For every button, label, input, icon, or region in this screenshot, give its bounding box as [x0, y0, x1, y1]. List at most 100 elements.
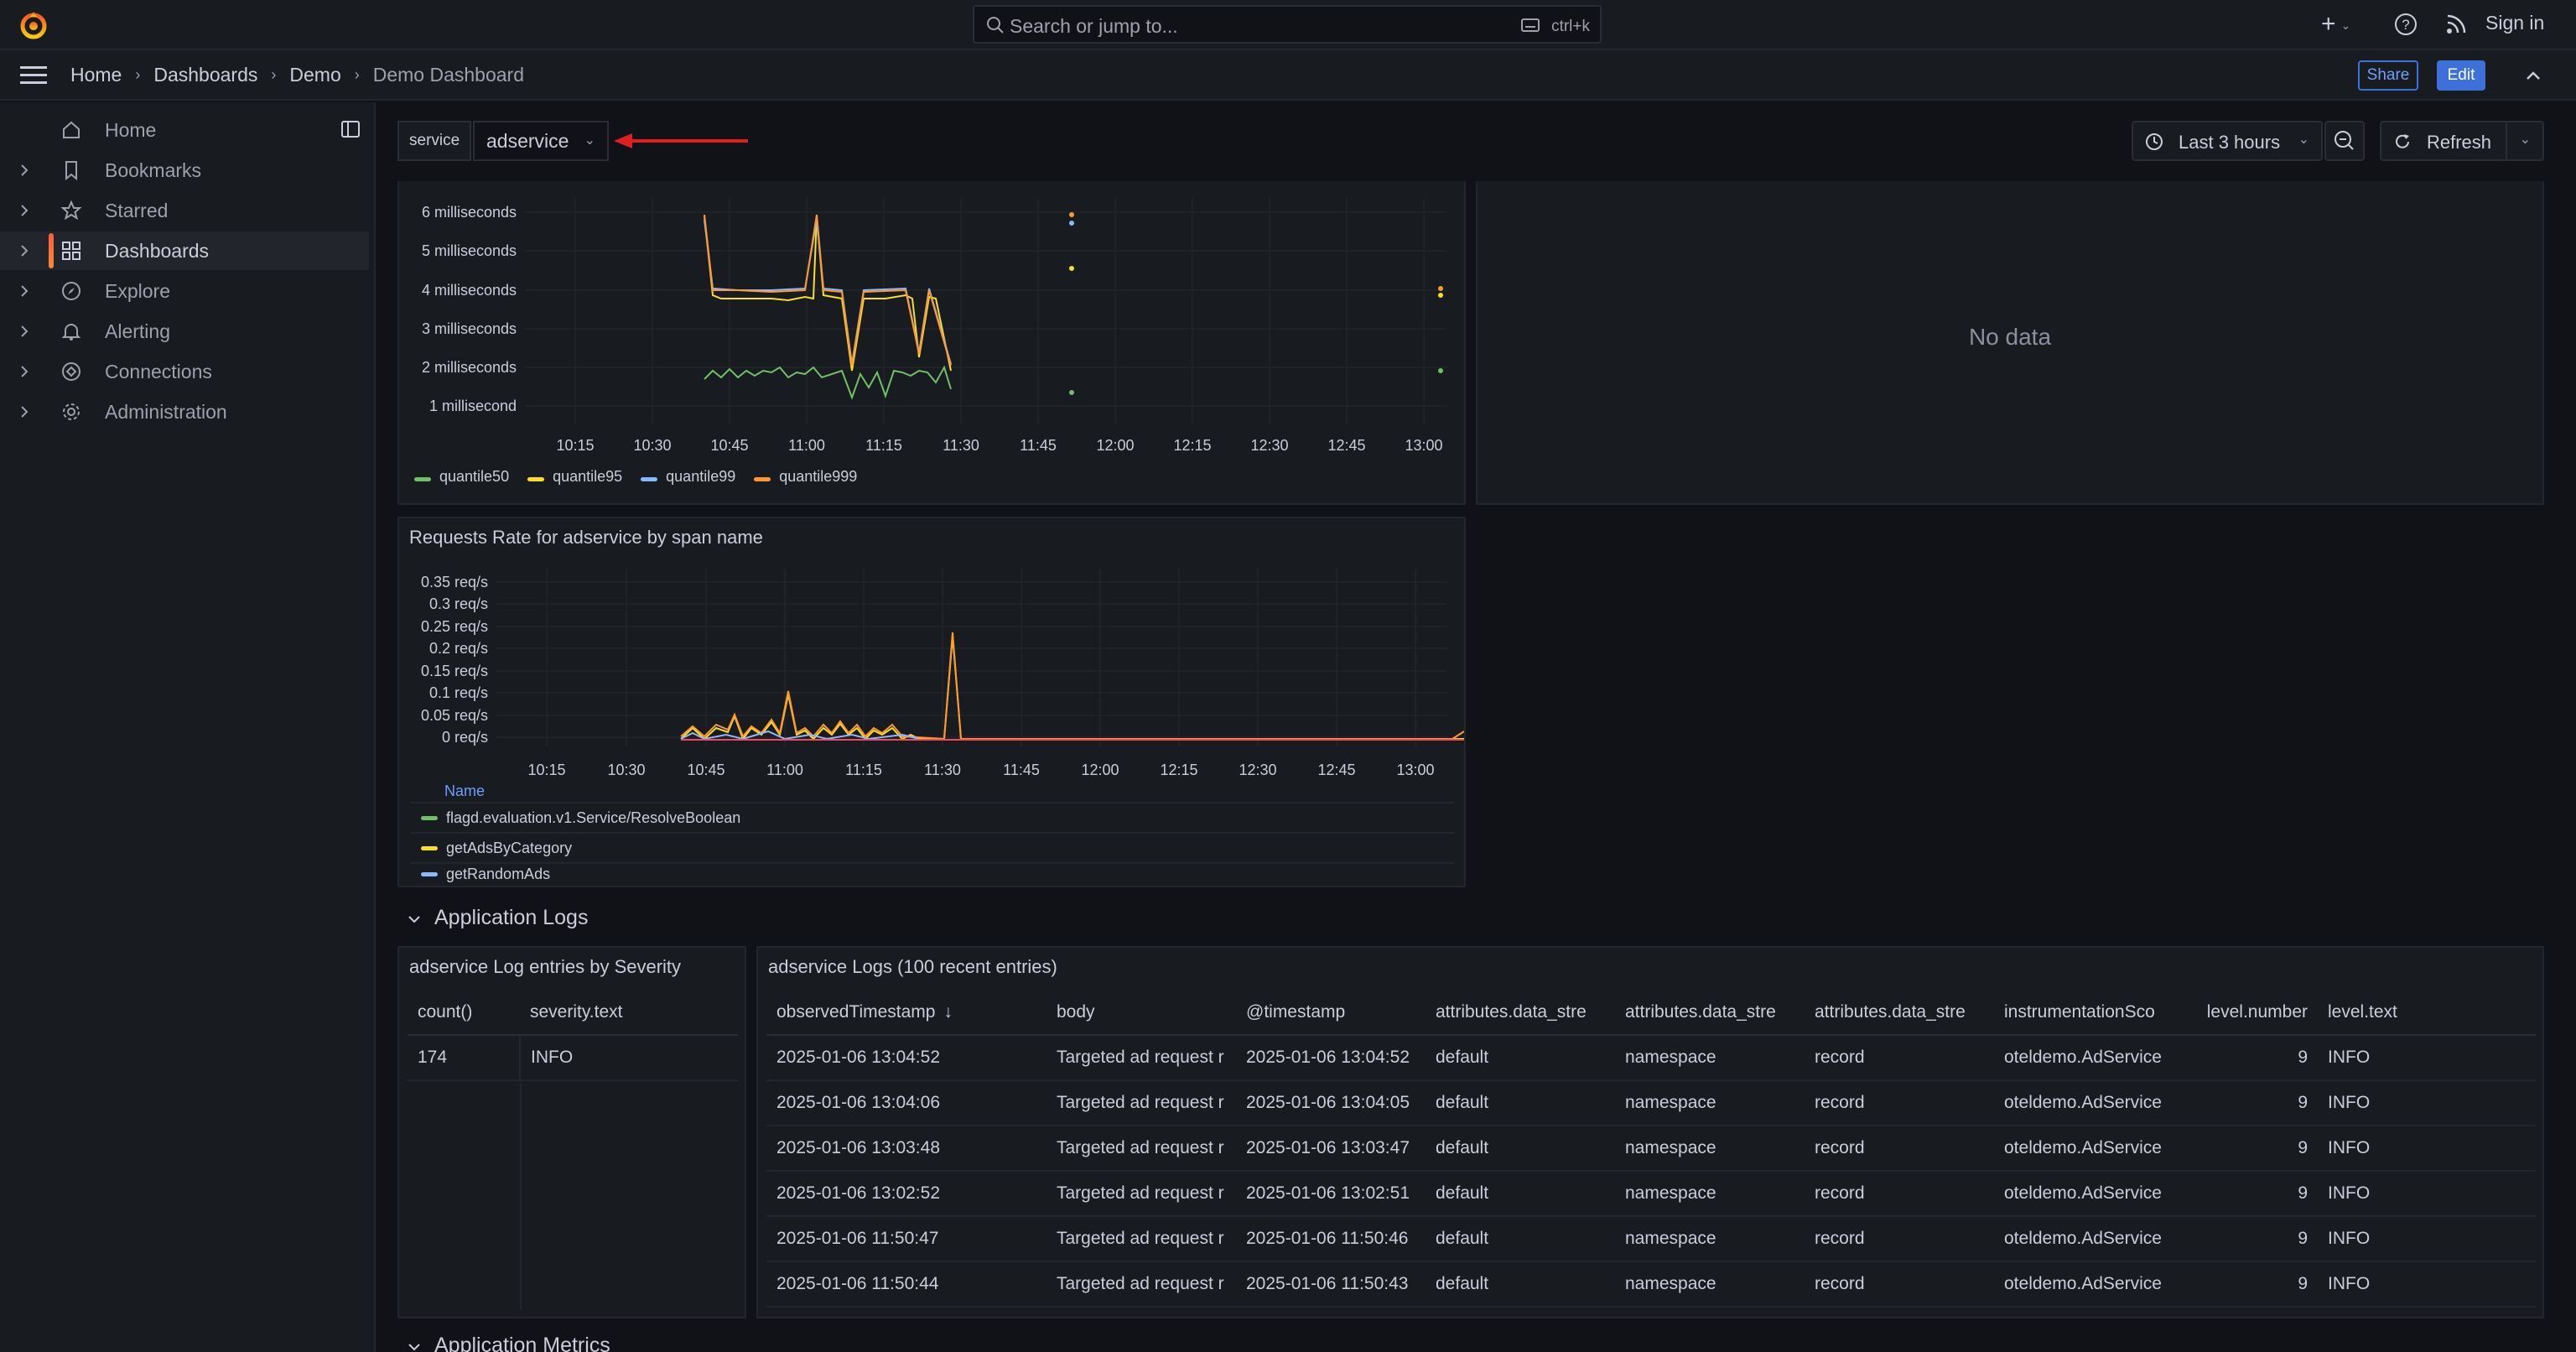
chevron-down-icon[interactable] — [406, 911, 423, 928]
table-cell: INFO — [2318, 1171, 2536, 1217]
table-row[interactable]: 2025-01-06 13:04:52 Targeted ad request … — [766, 1035, 2536, 1081]
sidebar-item-starred[interactable]: Starred — [0, 191, 369, 230]
breadcrumb-demo[interactable]: Demo — [289, 64, 341, 86]
table-cell: 2025-01-06 11:50:46 — [1236, 1216, 1426, 1262]
row-title-application-metrics[interactable]: Application Metrics — [434, 1334, 610, 1352]
table-cell: oteldemo.AdService — [1994, 1171, 2184, 1217]
new-menu-button[interactable]: + ⌄ — [2321, 10, 2363, 39]
search-input[interactable]: Search or jump to... ctrl+k — [973, 5, 1602, 44]
series-quantile95-line — [704, 216, 952, 372]
table-row[interactable]: 2025-01-06 13:04:06 Targeted ad request … — [766, 1080, 2536, 1126]
top-bar: Search or jump to... ctrl+k + ⌄ ? Sign in — [0, 0, 2576, 50]
chevron-up-icon[interactable] — [2521, 64, 2546, 87]
series-quantile50-point — [1069, 390, 1074, 395]
legend-item-quantile999[interactable]: quantile999 — [754, 468, 857, 486]
plus-icon: + — [2321, 10, 2336, 38]
table-row[interactable]: 2025-01-06 13:03:48 Targeted ad request … — [766, 1126, 2536, 1172]
sidebar-item-label: Home — [105, 118, 157, 141]
x-tick: 10:15 — [556, 437, 594, 454]
table-row[interactable]: 2025-01-06 13:02:52 Targeted ad request … — [766, 1171, 2536, 1217]
x-axis-ticks: 10:15 10:30 10:45 11:00 11:15 11:30 11:4… — [556, 437, 1442, 454]
chevron-right-icon[interactable] — [15, 403, 34, 421]
chevron-right-icon[interactable] — [15, 161, 34, 179]
column-header[interactable]: @timestamp — [1236, 990, 1426, 1036]
column-header[interactable]: attributes.data_stre — [1615, 990, 1805, 1036]
table-cell: record — [1805, 1080, 1994, 1126]
x-tick: 12:15 — [1173, 437, 1211, 454]
legend-item-quantile99[interactable]: quantile99 — [641, 468, 735, 486]
legend-item-getadsbycategory[interactable]: getAdsByCategory — [411, 834, 1454, 864]
breadcrumb-home[interactable]: Home — [70, 64, 122, 86]
table-row[interactable]: 2025-01-06 11:50:44 Targeted ad request … — [766, 1261, 2536, 1308]
series-getadsbycategory-line — [680, 635, 1464, 741]
sidebar-item-dashboards[interactable]: Dashboards — [0, 231, 369, 270]
sidebar-item-alerting[interactable]: Alerting — [0, 312, 369, 351]
table-cell: Targeted ad request r — [1046, 1126, 1236, 1172]
legend-item-getrandomads[interactable]: getRandomAds — [411, 864, 1454, 884]
breadcrumb-dashboards[interactable]: Dashboards — [153, 64, 258, 86]
x-tick: 12:30 — [1239, 762, 1276, 778]
x-tick: 12:30 — [1250, 437, 1288, 454]
refresh-icon — [2396, 134, 2409, 148]
sidebar-item-connections[interactable]: Connections — [0, 352, 369, 391]
legend-header-name[interactable]: Name — [411, 778, 1454, 803]
column-header-observedtimestamp[interactable]: observedTimestamp ↓ — [766, 990, 1046, 1036]
no-data-panel: No data — [1476, 181, 2544, 505]
panel-title[interactable]: adservice Logs (100 recent entries) — [768, 956, 1057, 977]
column-header[interactable]: severity.text — [520, 990, 738, 1036]
latency-legend: quantile50 quantile95 quantile99 quantil… — [414, 468, 857, 486]
legend-item-resolveboolean[interactable]: flagd.evaluation.v1.Service/ResolveBoole… — [411, 803, 1454, 834]
column-header[interactable]: level.number — [2184, 990, 2318, 1036]
table-cell: INFO — [2318, 1126, 2536, 1172]
sidebar-item-bookmarks[interactable]: Bookmarks — [0, 151, 369, 190]
column-header[interactable]: body — [1046, 990, 1236, 1036]
request-rate-chart: 0.35 req/s 0.3 req/s 0.25 req/s 0.2 req/… — [421, 569, 1464, 778]
table-row[interactable]: 2025-01-06 11:50:47 Targeted ad request … — [766, 1216, 2536, 1262]
chevron-down-icon: ⌄ — [2298, 133, 2309, 147]
chevron-right-icon[interactable] — [15, 201, 34, 220]
time-range-picker[interactable]: Last 3 hours ⌄ — [2132, 121, 2323, 161]
search-icon — [987, 17, 1004, 34]
legend-item-quantile95[interactable]: quantile95 — [527, 468, 622, 486]
column-header[interactable]: attributes.data_stre — [1805, 990, 1994, 1036]
column-header[interactable]: instrumentationSco — [1994, 990, 2184, 1036]
chevron-right-icon[interactable] — [15, 362, 34, 381]
x-tick: 11:45 — [1003, 762, 1040, 778]
chevron-right-icon[interactable] — [15, 322, 34, 341]
legend-item-quantile50[interactable]: quantile50 — [414, 468, 509, 486]
grafana-logo-icon[interactable] — [17, 8, 50, 42]
sidebar: Home Bookmarks Starred Dashboards Explor… — [0, 102, 376, 1352]
sign-in-link[interactable]: Sign in — [2485, 12, 2545, 34]
table-cell: record — [1805, 1126, 1994, 1172]
table-cell: 2025-01-06 11:50:44 — [766, 1261, 1046, 1308]
refresh-interval-chevron-icon[interactable]: ⌄ — [2519, 133, 2531, 147]
table-cell: namespace — [1615, 1035, 1805, 1081]
table-cell: Targeted ad request r — [1046, 1216, 1236, 1262]
rss-icon[interactable] — [2445, 13, 2467, 35]
zoom-out-button[interactable] — [2324, 121, 2365, 161]
menu-icon[interactable] — [20, 65, 47, 86]
row-title-application-logs[interactable]: Application Logs — [434, 906, 589, 929]
sidebar-item-administration[interactable]: Administration — [0, 393, 369, 431]
service-variable-select[interactable]: adservice ⌄ — [473, 121, 609, 161]
help-icon[interactable]: ? — [2393, 12, 2418, 37]
chart-grid — [496, 569, 1447, 746]
column-header[interactable]: count() — [408, 990, 520, 1036]
chevron-right-icon[interactable] — [15, 282, 34, 300]
dock-menu-icon[interactable] — [340, 119, 361, 139]
column-header[interactable]: attributes.data_stre — [1426, 990, 1615, 1036]
panel-title[interactable]: Requests Rate for adservice by span name — [409, 527, 763, 548]
table-column-divider — [520, 1084, 522, 1310]
sidebar-item-explore[interactable]: Explore — [0, 272, 369, 310]
table-cell: 9 — [2184, 1035, 2318, 1081]
column-header[interactable]: level.text — [2318, 990, 2536, 1036]
sidebar-item-home[interactable]: Home — [0, 111, 369, 149]
chevron-down-icon[interactable] — [406, 1339, 423, 1352]
chevron-right-icon[interactable] — [15, 242, 34, 260]
chevron-down-icon: ⌄ — [2340, 18, 2351, 32]
share-button[interactable]: Share — [2358, 60, 2418, 91]
edit-button[interactable]: Edit — [2437, 60, 2485, 91]
table-cell: 9 — [2184, 1261, 2318, 1308]
panel-title[interactable]: adservice Log entries by Severity — [409, 956, 682, 977]
refresh-button[interactable]: Refresh ⌄ — [2380, 121, 2544, 161]
